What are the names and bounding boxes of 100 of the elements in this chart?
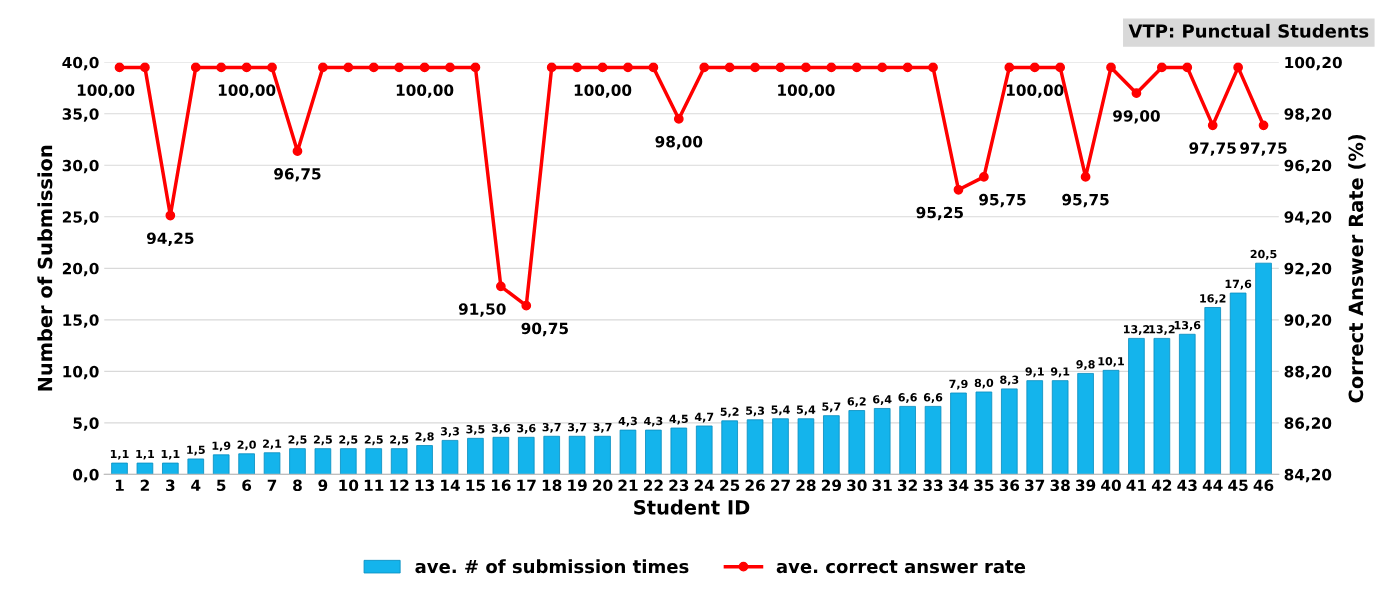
- bar: [340, 448, 357, 475]
- x-tick-label: 11: [364, 479, 384, 491]
- data-label: 4,7: [694, 412, 714, 423]
- bar: [162, 462, 179, 475]
- x-axis-title: Student ID: [634, 499, 750, 515]
- y2-tick-label: 84,20: [1284, 468, 1332, 483]
- data-label: 5,4: [796, 405, 816, 416]
- point: [140, 62, 150, 73]
- y-tick-label: 30,0: [62, 159, 99, 174]
- point: [724, 62, 735, 73]
- data-label: 20,5: [1250, 249, 1277, 260]
- point: [1004, 62, 1015, 73]
- bar: [1229, 292, 1247, 475]
- point: [546, 62, 557, 73]
- point: [572, 62, 582, 73]
- point: [165, 210, 176, 221]
- y-tick-label: 0,0: [73, 468, 99, 483]
- point: [851, 62, 862, 73]
- x-tick-label: 34: [948, 479, 969, 492]
- point: [1207, 120, 1218, 131]
- data-label: 3,3: [440, 427, 459, 437]
- legend-label: ave. # of submission times: [415, 559, 689, 574]
- data-label: 3,5: [466, 425, 485, 435]
- y2-tick-label: 98,20: [1284, 108, 1332, 122]
- data-label: 3,7: [593, 422, 612, 433]
- bar: [899, 405, 916, 475]
- bar: [670, 427, 688, 475]
- data-label: 2,5: [339, 435, 358, 446]
- data-label: 95,25: [916, 206, 963, 221]
- point: [292, 146, 303, 156]
- x-tick-label: 10: [339, 479, 359, 492]
- point: [1182, 62, 1193, 73]
- chart-title: VTP: Punctual Students: [1128, 23, 1369, 38]
- point: [1258, 120, 1269, 131]
- data-label: 95,75: [979, 193, 1026, 208]
- point: [394, 62, 405, 73]
- data-label: 100,00: [218, 84, 276, 98]
- point: [368, 62, 379, 73]
- point: [495, 281, 506, 292]
- data-label: 2,5: [288, 435, 307, 446]
- data-label: 9,8: [1076, 360, 1095, 370]
- bar: [594, 435, 611, 475]
- point: [216, 62, 227, 73]
- x-tick-label: 13: [415, 479, 434, 492]
- point: [1029, 62, 1040, 73]
- data-label: 9,1: [1025, 367, 1044, 378]
- data-label: 5,7: [822, 402, 841, 413]
- x-tick-label: 26: [745, 479, 765, 492]
- data-label: 17,6: [1225, 279, 1252, 290]
- x-tick-label: 9: [318, 479, 328, 492]
- legend-label: ave. correct answer rate: [776, 560, 1026, 574]
- point: [267, 62, 277, 73]
- bar: [1102, 369, 1120, 475]
- data-label: 95,75: [1062, 193, 1109, 208]
- point: [1055, 62, 1066, 73]
- data-label: 3,7: [568, 422, 587, 433]
- data-label: 2,1: [263, 439, 282, 450]
- data-label: 9,1: [1050, 367, 1070, 378]
- x-tick-label: 35: [974, 479, 994, 492]
- x-tick-label: 43: [1177, 479, 1197, 492]
- x-tick-label: 25: [720, 479, 740, 492]
- data-label: 8,3: [1000, 375, 1019, 386]
- bar: [797, 418, 815, 475]
- data-label: 2,5: [313, 435, 332, 446]
- point: [750, 62, 760, 73]
- x-tick-label: 7: [267, 479, 277, 491]
- data-label: 94,25: [146, 232, 194, 246]
- bar: [746, 419, 764, 475]
- data-label: 16,2: [1200, 294, 1226, 304]
- point: [343, 62, 354, 73]
- bar: [848, 410, 866, 475]
- x-tick-label: 14: [441, 479, 460, 491]
- data-label: 13,2: [1149, 325, 1175, 335]
- bar: [873, 408, 891, 475]
- data-label: 98,00: [655, 135, 703, 150]
- point: [1156, 62, 1167, 73]
- bar: [365, 448, 383, 475]
- x-tick-label: 12: [390, 479, 409, 491]
- x-tick-label: 4: [191, 479, 201, 491]
- data-label: 99,00: [1113, 110, 1160, 124]
- bar: [543, 435, 560, 475]
- point: [979, 172, 989, 182]
- bar: [416, 445, 433, 475]
- point: [673, 114, 684, 124]
- data-label: 6,6: [923, 393, 943, 403]
- bar: [390, 448, 408, 475]
- bar: [772, 418, 789, 475]
- data-label: 8,0: [974, 378, 994, 389]
- data-label: 91,50: [458, 303, 506, 317]
- x-tick-label: 46: [1253, 479, 1274, 492]
- x-tick-label: 38: [1050, 479, 1070, 492]
- point: [775, 62, 786, 73]
- x-tick-label: 21: [618, 479, 638, 491]
- x-tick-label: 30: [847, 479, 867, 492]
- bar: [238, 453, 255, 475]
- bar: [695, 425, 713, 475]
- data-label: 1,1: [136, 449, 154, 460]
- data-label: 2,5: [390, 435, 409, 446]
- bar: [467, 437, 484, 475]
- data-label: 4,5: [669, 414, 688, 425]
